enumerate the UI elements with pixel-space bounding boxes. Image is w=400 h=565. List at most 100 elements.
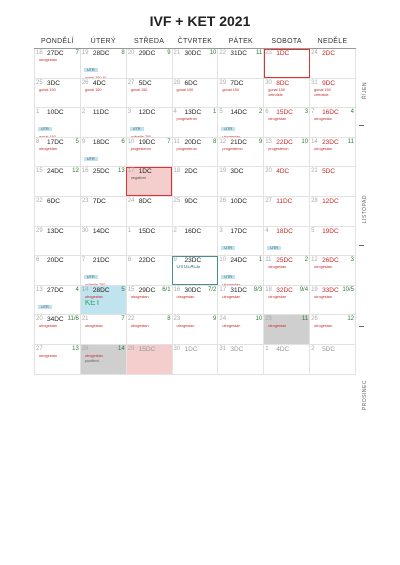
calendar-day-cell[interactable]: 13 22DC 10 progesteron bbox=[263, 136, 311, 168]
calendar-day-cell[interactable]: 14 23DC 11 utrogestan bbox=[309, 136, 356, 168]
month-label-rijen: ŘÍJEN bbox=[362, 82, 368, 99]
note-line: utrogestan bbox=[268, 253, 287, 256]
cycle-day-label: 13DC bbox=[47, 227, 64, 235]
calendar-day-cell[interactable]: 20 29DC 9 bbox=[125, 48, 173, 79]
calendar-day-cell[interactable]: 10 19DC 7 progesteron bbox=[125, 136, 173, 168]
calendar-day-cell[interactable]: 26 10DC bbox=[217, 195, 265, 227]
calendar-day-cell[interactable]: 22 31DC 11 bbox=[217, 48, 265, 79]
calendar-day-cell[interactable]: 18 32DC 9/4 utrogestan bbox=[263, 284, 311, 316]
calendar-day-cell[interactable]: 8 22DC bbox=[125, 255, 173, 286]
calendar-day-cell[interactable]: 11 20DC 8 progesteron bbox=[171, 136, 219, 168]
highlight-tag: UTR bbox=[83, 156, 98, 161]
calendar-day-cell[interactable]: 1 15DC bbox=[125, 225, 173, 257]
day-notes: gonal 150 cetrotide bbox=[311, 88, 355, 98]
calendar-day-cell[interactable]: 5 14DC 2 UTR utrogestan bbox=[217, 107, 265, 138]
note-line: utrogestan bbox=[39, 58, 57, 62]
calendar-day-cell[interactable]: 21 5DC bbox=[309, 166, 356, 197]
cycle-day-label: 7DC bbox=[230, 79, 244, 87]
calendar-day-cell[interactable]: 2 16DC bbox=[171, 225, 219, 257]
calendar-day-cell[interactable]: 30 14DC bbox=[79, 225, 127, 257]
calendar-day-cell[interactable]: 26 12 utrogestan bbox=[309, 314, 356, 345]
calendar-day-cell[interactable]: 16 30DC 7/2 utrogestan bbox=[171, 284, 219, 316]
calendar-day-cell[interactable]: 25 11 utrogestan bbox=[263, 314, 311, 345]
pozitivni-label: pozitivní bbox=[84, 358, 99, 363]
cycle-day-label: 4DC bbox=[276, 168, 290, 176]
calendar-day-cell[interactable]: 27 11DC bbox=[263, 195, 311, 227]
calendar-day-cell[interactable]: 23 7DC bbox=[79, 195, 127, 227]
calendar-day-cell[interactable]: 22 6DC bbox=[34, 195, 81, 227]
calendar-day-cell[interactable]: 27 5DC gonal 150 bbox=[125, 77, 173, 109]
calendar-day-cell[interactable]: 30 8DC gonal 150 cetrotide bbox=[263, 77, 311, 109]
calendar-day-cell[interactable]: 27 13 utrogestan bbox=[34, 343, 81, 375]
day-counter: 9 bbox=[213, 316, 217, 323]
calendar-day-cell[interactable]: 20 34DC 11/6 utrogestan bbox=[34, 314, 81, 345]
day-number: 4 bbox=[265, 227, 269, 234]
calendar-day-cell[interactable]: 13 27DC 4 UTR utrogestan bbox=[34, 284, 81, 316]
calendar-day-cell[interactable]: 31 9DC gonal 150 cetrotide bbox=[309, 77, 356, 109]
calendar-day-cell[interactable]: 2 5DC bbox=[309, 343, 356, 375]
calendar-day-cell[interactable]: 24 10 utrogestan bbox=[217, 314, 265, 345]
cycle-day-label: 4DC bbox=[92, 79, 106, 87]
day-number: 19 bbox=[311, 286, 318, 293]
calendar-day-cell[interactable]: 19 3DC bbox=[217, 166, 265, 197]
calendar-day-cell[interactable]: 12 21DC 9 progesteron bbox=[217, 136, 265, 168]
calendar-day-cell[interactable]: 5 19DC bbox=[309, 225, 356, 257]
calendar-day-cell[interactable]: 26 4DC gonal 150 bbox=[79, 77, 127, 109]
calendar-day-cell[interactable]: 11 25DC 2 utrogestan bbox=[263, 255, 311, 286]
calendar-day-cell[interactable]: 19 28DC 8 UTR gonal 150 IU bbox=[79, 48, 127, 79]
calendar-day-cell[interactable]: 30 1DC bbox=[171, 343, 219, 375]
calendar-day-cell[interactable]: 3 17DC UTR utrogestan bbox=[217, 225, 265, 257]
calendar-day-cell[interactable]: 20 4DC bbox=[263, 166, 311, 197]
calendar-day-cell[interactable]: 17 31DC 8/3 utrogestan bbox=[217, 284, 265, 316]
calendar-day-cell[interactable]: 25 3DC gonal 150 bbox=[34, 77, 81, 109]
calendar-day-cell[interactable]: 6 20DC bbox=[34, 255, 81, 286]
calendar-day-cell[interactable]: 24 2DC bbox=[309, 48, 356, 79]
calendar-day-cell[interactable]: 18 2DC bbox=[171, 166, 219, 197]
calendar-day-cell[interactable]: 16 25DC 13 bbox=[79, 166, 127, 197]
calendar-day-cell[interactable]: 6 15DC 3 utrogestan bbox=[263, 107, 311, 138]
calendar-day-cell[interactable]: 1 4DC bbox=[263, 343, 311, 375]
calendar-day-cell[interactable]: 28 14 utrogestan pozitivní bbox=[79, 343, 127, 375]
calendar-day-cell[interactable]: 21 30DC 10 bbox=[171, 48, 219, 79]
calendar-day-cell[interactable]: 10 24DC 1 UTR utrogestan bbox=[217, 255, 265, 286]
calendar-day-cell[interactable]: 17 1DC negativní bbox=[125, 166, 173, 197]
cycle-day-label: 2DC bbox=[322, 50, 336, 57]
calendar-day-cell[interactable]: 2 11DC bbox=[79, 107, 127, 138]
calendar-day-cell[interactable]: 29 7DC gonal 150 bbox=[217, 77, 265, 109]
calendar-day-cell[interactable]: 28 12DC bbox=[309, 195, 356, 227]
calendar-day-cell[interactable]: 4 13DC 1 progesteron bbox=[171, 107, 219, 138]
calendar-day-cell[interactable]: 31 3DC bbox=[217, 343, 265, 375]
day-notes: gonal 150 bbox=[35, 88, 79, 93]
calendar-day-cell[interactable]: 23 9 utrogestan bbox=[171, 314, 219, 345]
calendar-day-cell[interactable]: 19 33DC 10/5 utrogestan bbox=[309, 284, 356, 316]
calendar-day-cell[interactable]: 7 16DC 4 utrogestan bbox=[309, 107, 356, 138]
calendar-day-cell[interactable]: 24 8DC bbox=[125, 195, 173, 227]
highlight-tag: UTR bbox=[83, 68, 98, 72]
day-number: 1 bbox=[127, 227, 132, 234]
calendar-day-cell[interactable]: 14 28DC 5 utrogestan KET bbox=[79, 284, 127, 316]
day-number: 26 bbox=[311, 316, 318, 323]
calendar-day-cell[interactable]: 28 6DC gonal 150 bbox=[171, 77, 219, 109]
calendar-day-cell[interactable]: 25 9DC bbox=[171, 195, 219, 227]
calendar-day-cell[interactable]: 9 23DC OVULACE bbox=[171, 255, 219, 286]
note-line: negativní bbox=[130, 176, 147, 181]
calendar-day-cell[interactable]: 29 13DC bbox=[34, 225, 81, 257]
calendar-day-cell[interactable]: 12 26DC 3 utrogestan bbox=[309, 255, 356, 286]
calendar-day-cell[interactable]: 8 17DC 5 utrogestan bbox=[34, 136, 81, 168]
calendar-day-cell[interactable]: 15 24DC 12 bbox=[34, 166, 81, 197]
calendar-day-cell[interactable]: 9 18DC 6 UTR utrogestan bbox=[79, 136, 127, 168]
calendar-day-cell[interactable]: 29 15DC bbox=[125, 343, 173, 375]
calendar-day-cell[interactable]: 4 18DC UTR utrogestan bbox=[263, 225, 311, 257]
calendar-week-row: 20 34DC 11/6 utrogestan 21 7 utrogestan 22 8 utro… bbox=[34, 314, 356, 345]
calendar-day-cell[interactable]: 15 29DC 6/1 utrogestan bbox=[125, 284, 173, 316]
day-counter: 1 bbox=[258, 257, 263, 264]
cycle-day-label: 20DC bbox=[184, 138, 202, 146]
day-number: 21 bbox=[173, 50, 181, 56]
calendar-day-cell[interactable]: 22 8 utrogestan bbox=[125, 314, 173, 345]
calendar-day-cell[interactable]: 18 27DC 7 utrogestan bbox=[34, 48, 81, 79]
calendar-day-cell[interactable]: 21 7 utrogestan bbox=[79, 314, 127, 345]
calendar-day-cell[interactable]: 23 1DC bbox=[263, 48, 311, 79]
